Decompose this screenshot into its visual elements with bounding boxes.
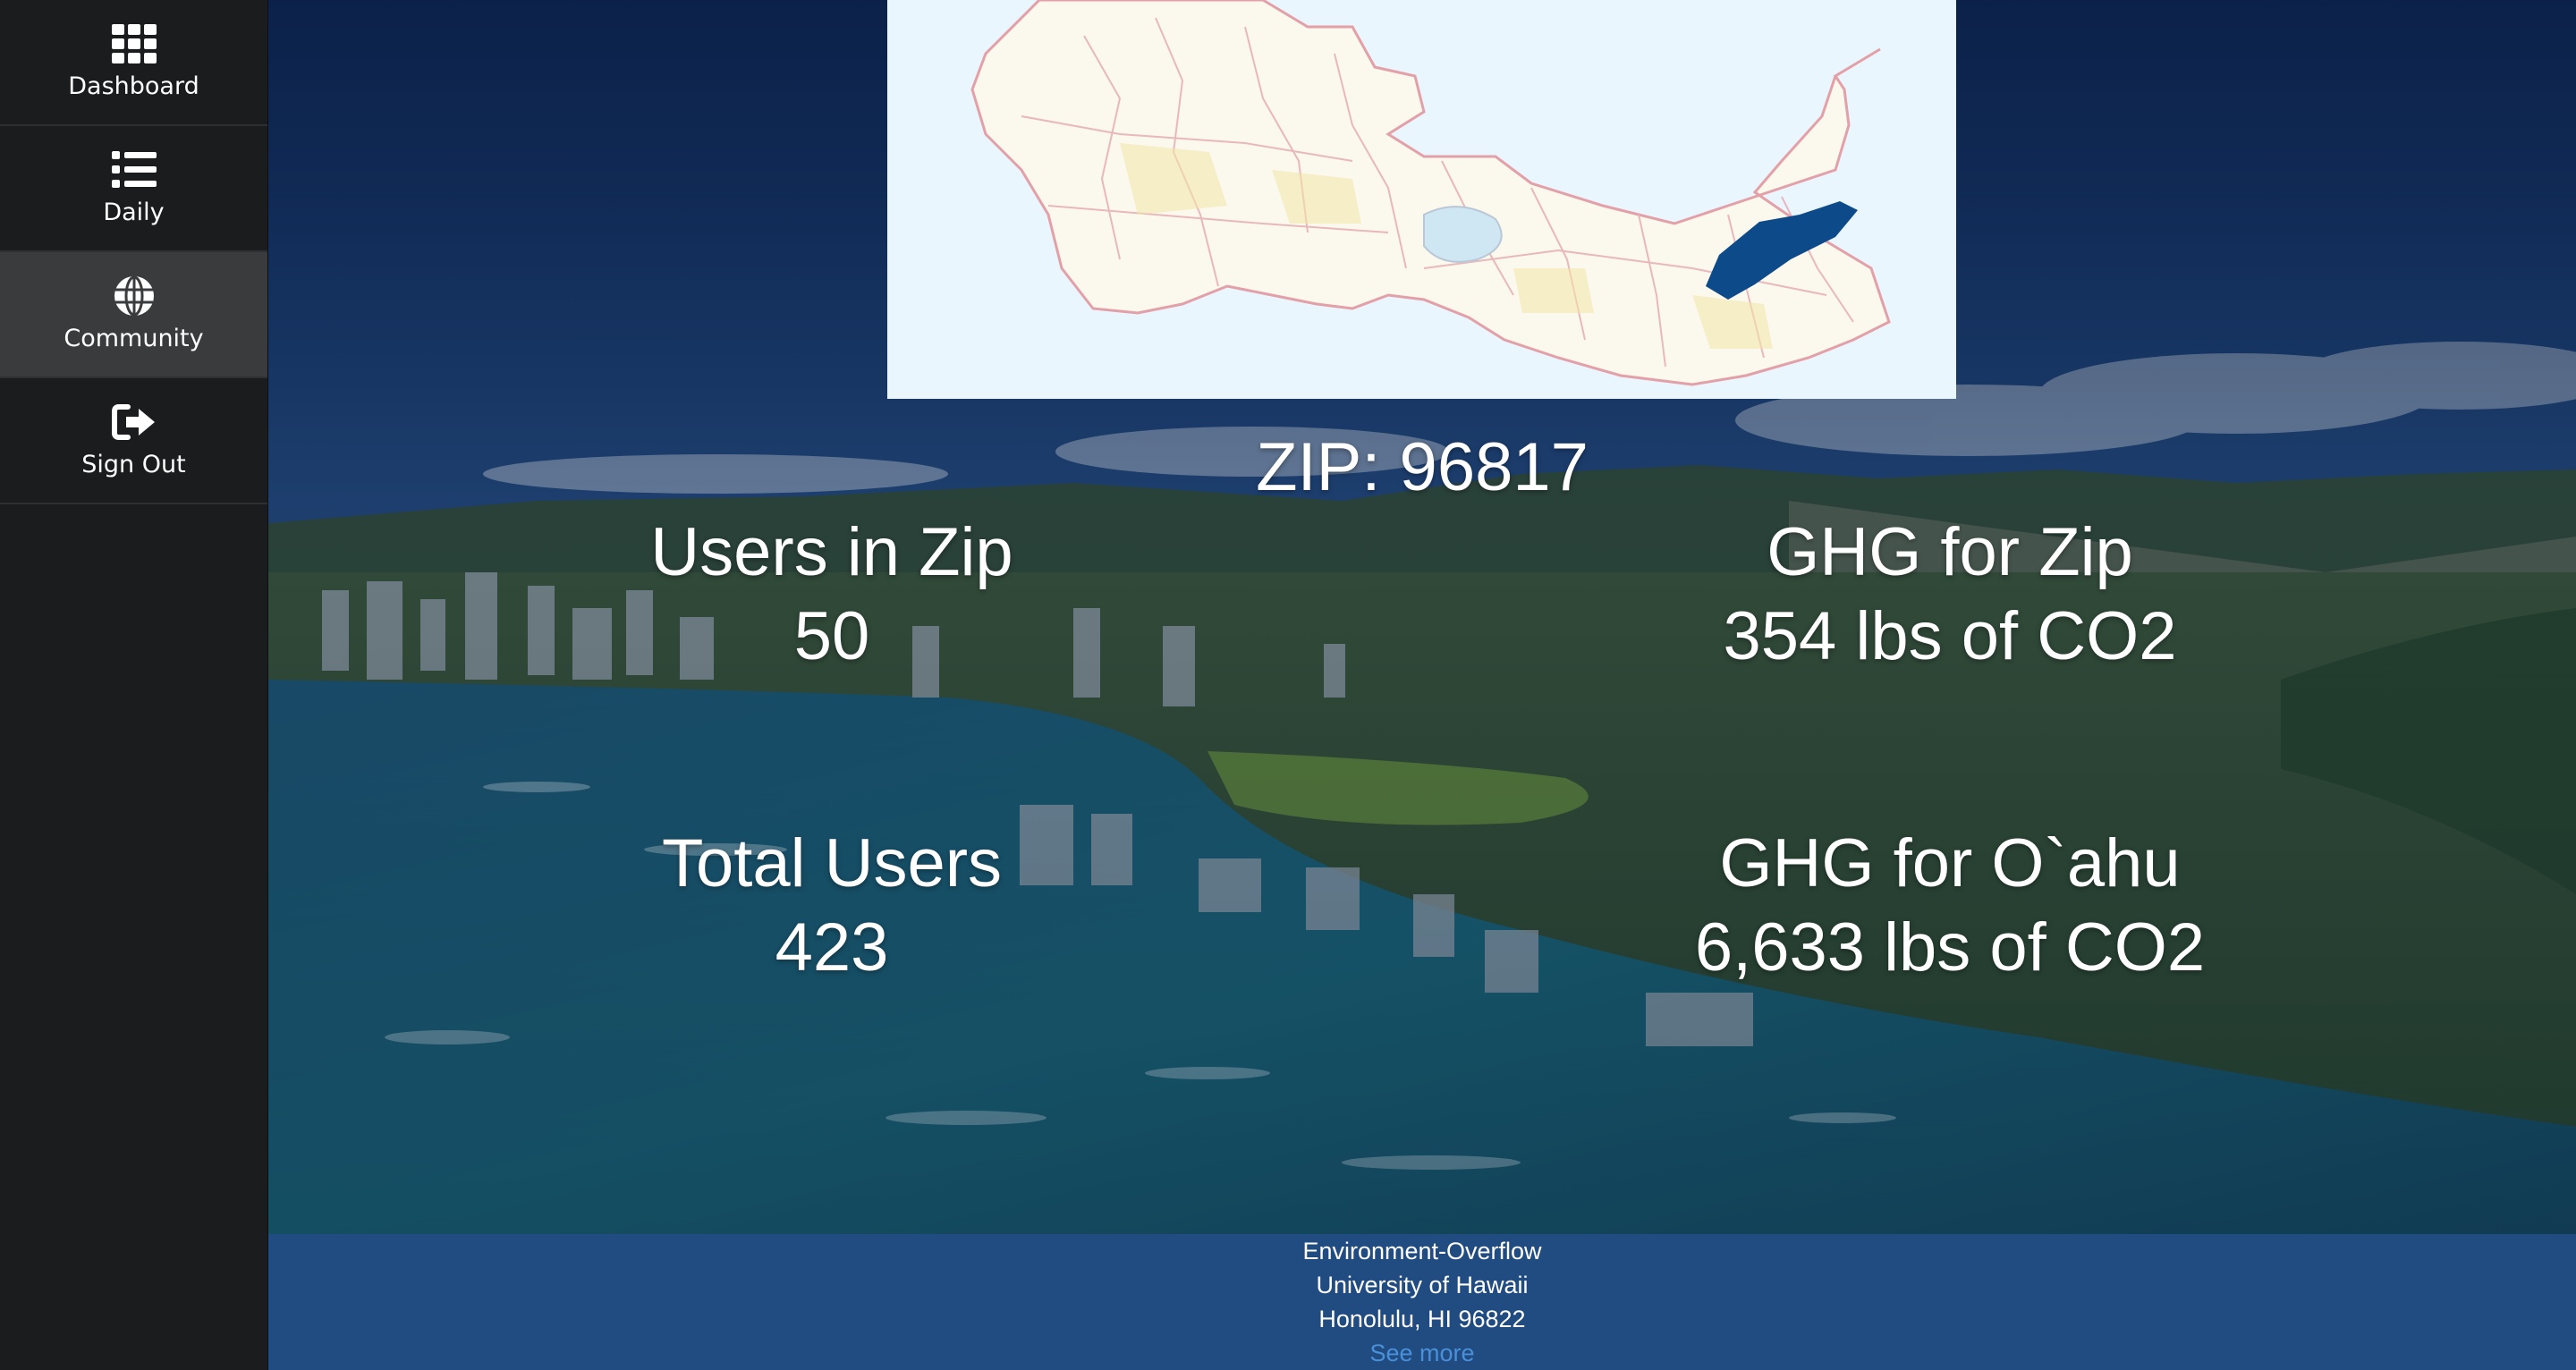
ghg-for-oahu-label: GHG for O`ahu <box>1719 825 2181 901</box>
sidebar-item-label: Daily <box>103 198 165 226</box>
grid-icon <box>111 23 157 64</box>
sidebar-item-dashboard[interactable]: Dashboard <box>0 0 267 126</box>
list-icon <box>111 149 157 190</box>
sign-out-icon <box>111 402 157 443</box>
sidebar-item-label: Dashboard <box>68 72 199 100</box>
ghg-for-zip-stat: GHG for Zip 354 lbs of CO2 <box>1637 511 2263 679</box>
footer: Environment-Overflow University of Hawai… <box>268 1234 2576 1370</box>
community-main: ZIP: 96817 Users in Zip 50 GHG for Zip 3… <box>268 0 2576 1234</box>
sidebar-item-daily[interactable]: Daily <box>0 126 267 252</box>
highlighted-zip-region <box>1706 201 1858 300</box>
sidebar-item-label: Sign Out <box>81 450 186 478</box>
oahu-map <box>887 0 1956 399</box>
ghg-for-zip-value: 354 lbs of CO2 <box>1723 598 2177 674</box>
sidebar-item-sign-out[interactable]: Sign Out <box>0 378 267 504</box>
sidebar: Dashboard Daily <box>0 0 268 1370</box>
sidebar-item-label: Community <box>64 324 204 352</box>
see-more-link[interactable]: See more <box>1369 1340 1475 1366</box>
footer-app-name: Environment-Overflow <box>1302 1238 1542 1264</box>
sidebar-item-community[interactable]: Community <box>0 252 267 378</box>
footer-address: Honolulu, HI 96822 <box>1318 1306 1526 1332</box>
users-in-zip-stat: Users in Zip 50 <box>564 511 1100 679</box>
total-users-stat: Total Users 423 <box>564 822 1100 990</box>
users-in-zip-label: Users in Zip <box>650 514 1013 590</box>
zip-heading: ZIP: 96817 <box>1256 429 1589 505</box>
total-users-value: 423 <box>775 909 889 985</box>
total-users-label: Total Users <box>661 825 1003 901</box>
globe-icon <box>111 275 157 317</box>
zip-map[interactable] <box>887 0 1956 399</box>
footer-university: University of Hawaii <box>1316 1272 1529 1298</box>
ghg-for-zip-label: GHG for Zip <box>1767 514 2133 590</box>
ghg-for-oahu-stat: GHG for O`ahu 6,633 lbs of CO2 <box>1592 822 2308 990</box>
ghg-for-oahu-value: 6,633 lbs of CO2 <box>1694 909 2206 985</box>
users-in-zip-value: 50 <box>793 598 870 674</box>
